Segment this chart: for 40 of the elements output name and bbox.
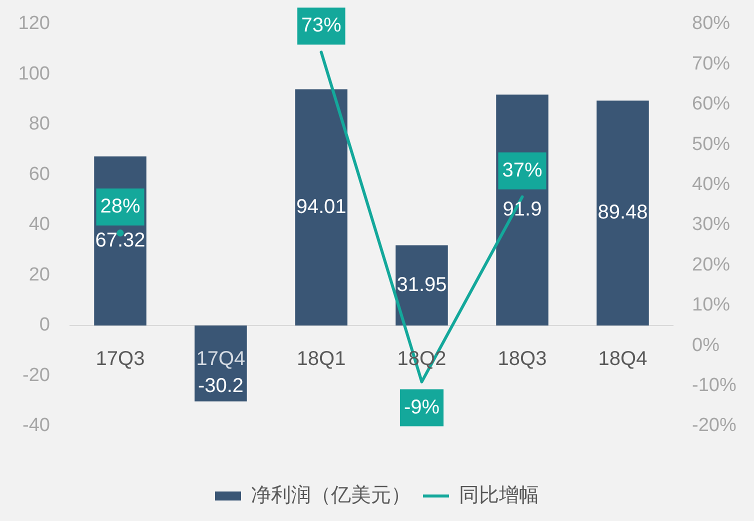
legend-label: 同比增幅 (459, 484, 539, 507)
y2-tick-label: -20% (692, 415, 736, 436)
x-tick-label: 17Q3 (96, 348, 145, 370)
y2-tick-label: 20% (692, 254, 730, 276)
y2-tick-label: 60% (692, 94, 730, 115)
y2-tick-label: 50% (692, 134, 730, 155)
y-tick-label: 100 (18, 63, 50, 84)
data-label: 31.95 (396, 274, 447, 296)
y-tick-label: 120 (18, 13, 50, 34)
y-tick-label: 60 (28, 164, 50, 185)
x-tick-label: 18Q4 (598, 348, 648, 370)
data-label: 89.48 (598, 202, 648, 224)
y-tick-label: 40 (28, 214, 50, 236)
data-label: 67.32 (95, 229, 146, 252)
data-label: 91.9 (502, 198, 542, 221)
data-label: -9% (404, 396, 440, 418)
y2-tick-label: 80% (692, 13, 730, 34)
data-label: 94.01 (296, 196, 346, 218)
legend-label: 净利润（亿美元） (251, 484, 411, 507)
data-label: 28% (100, 196, 140, 218)
y-tick-label: 0 (39, 314, 50, 336)
y-tick-label: 80 (28, 114, 50, 135)
x-tick-label: 17Q4 (196, 348, 246, 370)
y-tick-label: -40 (22, 415, 50, 436)
y-tick-label: -20 (22, 364, 50, 386)
bar (396, 245, 448, 326)
bar (596, 100, 649, 326)
bar (295, 89, 348, 326)
data-label: 37% (502, 159, 542, 182)
data-label: -30.2 (198, 374, 244, 397)
y2-tick-label: 0% (692, 334, 720, 356)
y2-tick-label: -10% (692, 375, 736, 396)
x-tick-label: 18Q1 (296, 348, 346, 370)
y2-tick-label: 70% (692, 53, 730, 74)
y2-tick-label: 10% (692, 294, 730, 316)
y-tick-label: 20 (28, 264, 50, 286)
data-label: 73% (301, 14, 342, 37)
y2-tick-label: 30% (692, 214, 730, 236)
x-tick-label: 18Q3 (498, 348, 547, 370)
y2-tick-label: 40% (692, 174, 730, 196)
